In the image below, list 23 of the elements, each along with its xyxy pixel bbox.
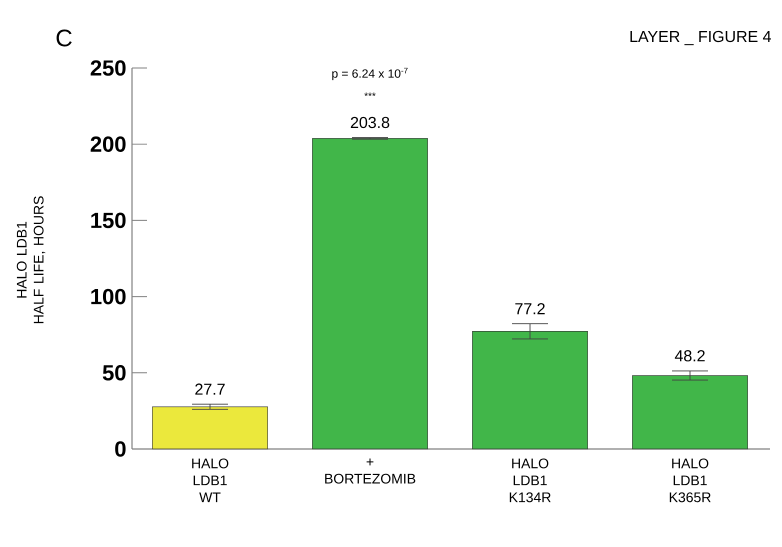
data-label: 77.2 [515,303,545,314]
annotation: p = 6.24 x 10$^{-7}$ [332,68,408,80]
x-tick-label: + BORTEZOMIB [325,458,416,484]
y-tick-label: 100 [91,288,126,304]
annotation: *** [364,92,376,96]
data-label: 27.7 [195,384,225,395]
y-tick-label: 0 [115,441,126,457]
bar [152,406,268,450]
bar [312,138,428,450]
bar [632,375,748,450]
y-tick-label: 50 [102,365,126,381]
text: C [56,30,72,46]
text: LAYER _ FIGURE 4 [630,30,771,46]
x-tick-label: HALO LDB1 WT [192,458,228,502]
x-tick-label: HALO LDB1 K134R [510,458,551,502]
x-tick-label: HALO LDB1 K365R [670,458,711,502]
y-axis-title: HALO LDB1 HALF LIFE, HOURS [16,196,46,324]
y-tick-label: 150 [91,212,126,228]
data-label: 203.8 [350,116,390,128]
bar [472,331,588,450]
y-tick-label: 250 [90,60,126,76]
y-tick-label: 200 [90,136,126,152]
data-label: 48.2 [674,350,705,362]
